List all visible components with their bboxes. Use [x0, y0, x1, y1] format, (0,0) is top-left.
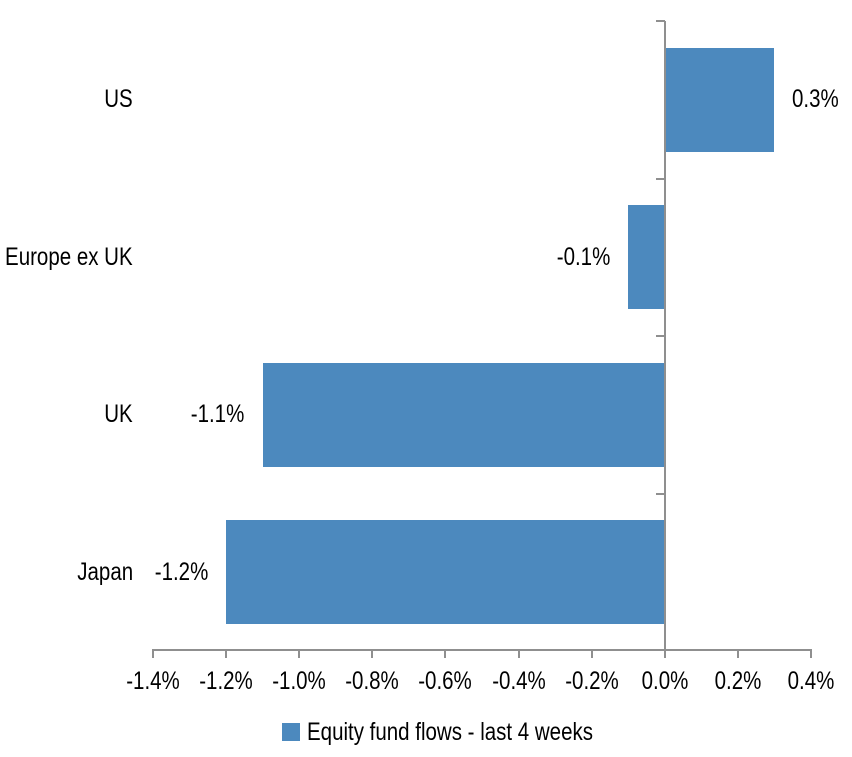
x-tick [517, 649, 520, 658]
bar [664, 47, 775, 152]
category-tick [655, 335, 665, 337]
x-axis-line [153, 649, 811, 651]
legend-swatch-icon [282, 723, 300, 741]
legend-label: Equity fund flows - last 4 weeks [307, 718, 594, 746]
x-tick [444, 649, 447, 658]
bar [226, 520, 665, 625]
x-tick [152, 649, 154, 658]
category-label: Europe ex UK [5, 242, 133, 271]
x-tick-label: 0.4% [787, 667, 835, 695]
x-tick-label: -1.0% [272, 667, 326, 695]
value-label: -0.1% [556, 242, 611, 271]
x-tick-label: -1.2% [199, 667, 253, 695]
x-tick [371, 649, 374, 658]
category-tick [655, 492, 665, 495]
x-tick [298, 649, 301, 658]
x-tick-label: 0.2% [714, 667, 762, 695]
category-label: Japan [77, 557, 133, 586]
x-tick-label: -0.2% [564, 667, 619, 695]
category-tick [655, 177, 665, 180]
category-label: UK [104, 400, 133, 429]
value-label: -1.2% [154, 557, 209, 586]
value-label: -1.1% [191, 400, 245, 429]
x-tick-label: -0.8% [345, 667, 400, 695]
category-tick [655, 20, 665, 22]
category-axis-line [663, 21, 666, 658]
x-tick [810, 649, 812, 658]
category-label: US [104, 85, 133, 114]
x-tick [225, 649, 228, 658]
x-tick-label: 0.0% [641, 667, 689, 695]
x-tick [590, 649, 593, 658]
x-tick-label: -0.4% [491, 667, 546, 695]
x-tick-label: -0.6% [418, 667, 473, 695]
x-tick-label: -1.4% [126, 667, 180, 695]
bar [628, 205, 665, 310]
value-label: 0.3% [792, 85, 840, 114]
bar [262, 362, 665, 467]
x-tick [736, 649, 739, 658]
